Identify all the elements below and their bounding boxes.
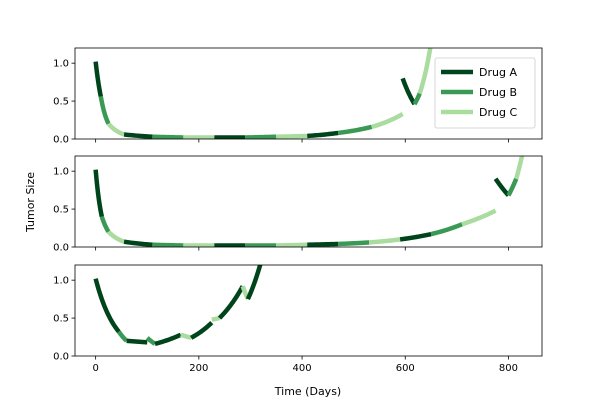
- panel-2-segment-13-drug-b: [430, 222, 463, 237]
- panel-3-x-tick-label: 400: [293, 363, 312, 374]
- y-axis-label: Tumor Size: [24, 172, 37, 233]
- panel-1-y-tick-label: 0.0: [53, 135, 69, 146]
- panel-2-segment-1-drug-b: [99, 215, 111, 234]
- legend-label-drug-b: Drug B: [479, 86, 517, 99]
- x-axis-label: Time (Days): [274, 385, 341, 398]
- panel-1-segment-8-drug-c: [275, 133, 309, 139]
- panel-1: 0.0 0.5 1.0 Drug A Drug B Drug C: [53, 47, 543, 146]
- panel-2-segment-3-drug-a: [122, 239, 154, 247]
- panel-2: 0.0 0.5 1.0: [53, 155, 543, 254]
- panel-2-segment-12-drug-a: [399, 231, 433, 242]
- panel-3-y-tick-label: 0.5: [53, 314, 69, 325]
- panel-2-segment-0-drug-a: [93, 169, 105, 218]
- panel-3-segment-6-drug-a: [189, 321, 214, 340]
- panel-3-y-tick-label: 1.0: [53, 276, 69, 287]
- panel-3-segment-0-drug-a: [93, 278, 121, 334]
- panel-2-segment-11-drug-c: [368, 237, 402, 245]
- legend-label-drug-a: Drug A: [479, 66, 517, 79]
- panel-1-segment-10-drug-b: [337, 124, 373, 136]
- panel-2-segment-2-drug-c: [106, 230, 126, 244]
- panel-3-x-tick-label: 600: [396, 363, 415, 374]
- panel-2-segment-17-drug-c: [514, 156, 525, 180]
- panel-1-segment-1-drug-b: [98, 96, 111, 126]
- panel-2-y-tick-label: 1.0: [53, 167, 69, 178]
- panel-3-segment-2-drug-a: [125, 338, 149, 345]
- panel-1-y-tick-label: 0.5: [53, 97, 69, 108]
- panel-1-segment-11-drug-c: [370, 112, 404, 130]
- panel-1-segment-0-drug-a: [93, 61, 104, 98]
- panel-3: 0.0 0.5 1.0 0 200 400 600 800: [53, 264, 543, 374]
- panel-1-segment-2-drug-c: [106, 122, 126, 137]
- panel-1-segment-4-drug-b: [151, 134, 185, 139]
- panel-3-frame: [74, 264, 543, 357]
- panel-2-segment-10-drug-b: [337, 240, 371, 247]
- panel-2-segment-8-drug-c: [275, 242, 309, 247]
- panel-2-segment-16-drug-b: [506, 177, 519, 198]
- panel-3-segment-8-drug-a: [217, 285, 245, 320]
- panel-2-traces: [93, 156, 525, 247]
- panel-2-segment-4-drug-b: [151, 242, 185, 247]
- panel-1-segment-3-drug-a: [122, 132, 154, 139]
- panel-3-segment-7-drug-c: [209, 315, 222, 322]
- panel-2-y-tick-label: 0.5: [53, 205, 69, 216]
- panel-1-segment-13-drug-b: [412, 91, 422, 106]
- panel-1-frame: [74, 47, 543, 140]
- panel-1-segment-12-drug-a: [400, 77, 417, 106]
- panel-1-y-tick-label: 1.0: [53, 59, 69, 70]
- panel-2-segment-14-drug-c: [461, 208, 497, 227]
- panel-2-segment-15-drug-a: [493, 177, 511, 198]
- panel-3-segment-4-drug-a: [153, 332, 182, 347]
- panel-1-segment-14-drug-c: [417, 48, 433, 95]
- panel-3-segment-1-drug-b: [116, 329, 129, 343]
- panel-3-segment-10-drug-a: [245, 265, 263, 301]
- panel-3-segment-3-drug-b: [145, 335, 157, 346]
- legend: Drug A Drug B Drug C: [434, 57, 536, 129]
- panel-1-segment-9-drug-a: [306, 130, 340, 139]
- panel-3-traces: [93, 265, 263, 347]
- panel-2-segment-9-drug-a: [306, 241, 340, 247]
- panel-3-x-tick-label: 200: [189, 363, 208, 374]
- panel-3-y-tick-label: 0.0: [53, 352, 69, 363]
- panel-1-traces: [93, 48, 433, 139]
- legend-label-drug-c: Drug C: [479, 106, 517, 119]
- panel-1-segment-7-drug-b: [244, 134, 278, 139]
- panel-2-y-tick-label: 0.0: [53, 243, 69, 254]
- panel-3-x-tick-label: 0: [92, 363, 98, 374]
- panel-3-segment-5-drug-c: [178, 332, 193, 340]
- panel-2-frame: [74, 155, 543, 248]
- panel-3-x-tick-label: 800: [499, 363, 518, 374]
